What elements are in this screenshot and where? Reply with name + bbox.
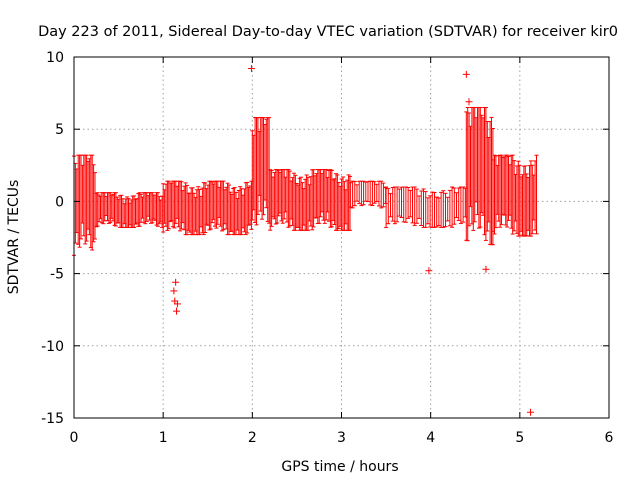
x-tick-label: 3 xyxy=(337,430,346,446)
data-band-layer xyxy=(72,107,539,256)
outlier-point xyxy=(173,307,181,315)
x-tick-label: 2 xyxy=(248,430,257,446)
y-tick-label: -10 xyxy=(41,339,64,355)
grid-layer xyxy=(74,57,609,418)
x-axis-label: GPS time / hours xyxy=(281,459,398,475)
outlier-point xyxy=(425,267,433,275)
y-axis-label: SDTVAR / TECUs xyxy=(6,180,22,295)
x-tick-label: 4 xyxy=(426,430,435,446)
x-tick-label: 1 xyxy=(159,430,168,446)
y-tick-label: 5 xyxy=(55,122,64,138)
y-tick-label: 0 xyxy=(55,194,64,210)
outlier-point xyxy=(462,70,470,78)
outlier-point xyxy=(527,408,535,416)
tick-layer: 0 1 2 3 4 5 6 -15 -10 -5 0 5 10 xyxy=(41,50,613,446)
y-tick-label: -5 xyxy=(50,267,64,283)
x-tick-label: 6 xyxy=(605,430,614,446)
data-points-layer xyxy=(170,65,535,416)
outlier-point xyxy=(173,300,181,308)
x-tick-label: 0 xyxy=(70,430,79,446)
outlier-point xyxy=(247,65,255,73)
outlier-point xyxy=(482,265,490,273)
chart-title: Day 223 of 2011, Sidereal Day-to-day VTE… xyxy=(38,24,618,40)
outlier-point xyxy=(172,278,180,286)
x-tick-label: 5 xyxy=(515,430,524,446)
y-tick-label: 10 xyxy=(46,50,64,66)
outlier-point xyxy=(465,98,473,106)
outlier-point xyxy=(170,287,178,295)
y-tick-label: -15 xyxy=(41,411,64,427)
